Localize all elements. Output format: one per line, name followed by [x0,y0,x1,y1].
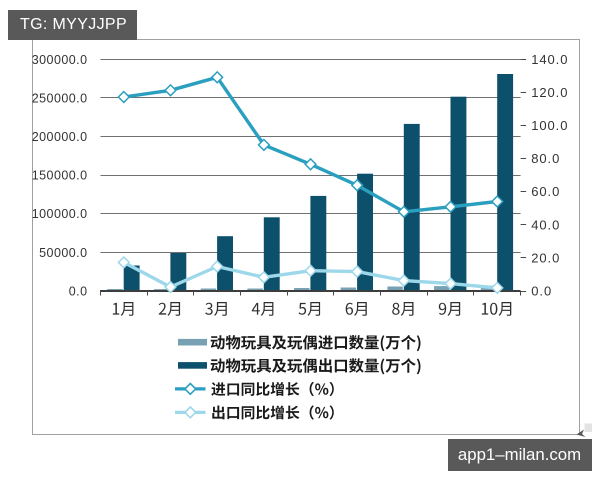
svg-text:150000.0: 150000.0 [32,169,88,183]
svg-text:0.0: 0.0 [69,284,88,298]
svg-text:140.0: 140.0 [531,52,568,67]
svg-text:100000.0: 100000.0 [32,207,88,221]
svg-text:200000.0: 200000.0 [32,130,88,144]
svg-text:40.0: 40.0 [531,217,560,232]
svg-text:100.0: 100.0 [531,118,568,133]
svg-text:80.0: 80.0 [531,151,560,166]
svg-text:250000.0: 250000.0 [32,91,88,105]
svg-text:50000.0: 50000.0 [39,246,87,260]
svg-text:0.0: 0.0 [531,284,552,299]
svg-text:60.0: 60.0 [531,184,560,199]
svg-text:300000.0: 300000.0 [32,53,88,67]
svg-text:20.0: 20.0 [531,250,560,265]
svg-text:120.0: 120.0 [531,85,568,100]
